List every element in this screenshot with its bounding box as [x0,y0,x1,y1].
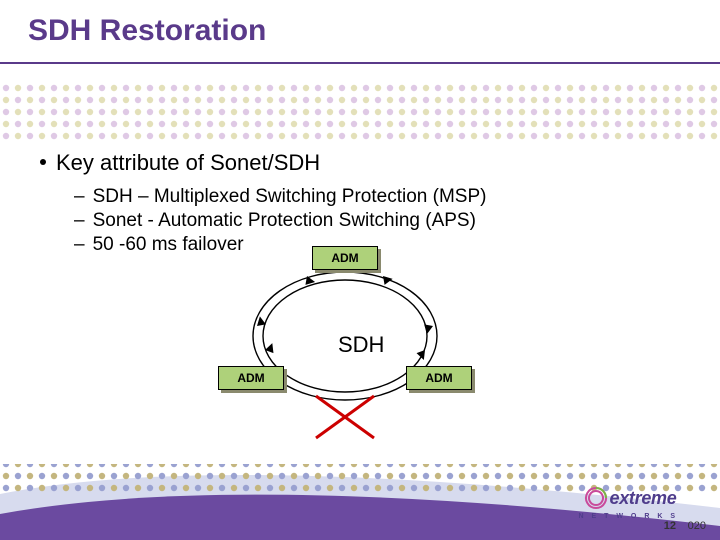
adm-right: ADM [406,366,472,390]
dash-icon: – [74,234,85,256]
logo-swirl-icon [584,486,608,510]
subbullet-2-text: Sonet - Automatic Protection Switching (… [93,210,476,232]
dot-band-top-svg [0,82,720,144]
subbullet-1-text: SDH – Multiplexed Switching Protection (… [93,186,487,208]
page-number: 12 [664,520,676,532]
slide-title-wrap: SDH Restoration [28,14,266,48]
page-number-suffix: 020 [688,520,706,532]
extreme-networks-logo: extreme [570,482,690,514]
bullet-dot-icon [40,159,46,165]
footer-band: extreme N E T W O R K S 12 020 [0,464,720,540]
sdh-ring-diagram: SDH ADM ADM ADM [200,246,490,446]
slide: SDH Restoration Key attribute of Sonet/S… [0,0,720,540]
subbullet-1: –SDH – Multiplexed Switching Protection … [74,186,680,208]
logo-subtext: N E T W O R K S [579,513,678,520]
dash-icon: – [74,210,85,232]
title-underline [0,62,720,64]
slide-title: SDH Restoration [28,14,266,48]
bullet-1-text: Key attribute of Sonet/SDH [56,150,320,176]
ring-center-label: SDH [338,332,384,358]
adm-left: ADM [218,366,284,390]
adm-top: ADM [312,246,378,270]
decorative-dot-band-top [0,82,720,144]
logo-text: extreme [610,488,677,509]
bullet-1: Key attribute of Sonet/SDH [40,150,680,176]
dash-icon: – [74,186,85,208]
subbullet-2: –Sonet - Automatic Protection Switching … [74,210,680,232]
content-area: Key attribute of Sonet/SDH –SDH – Multip… [40,150,680,258]
